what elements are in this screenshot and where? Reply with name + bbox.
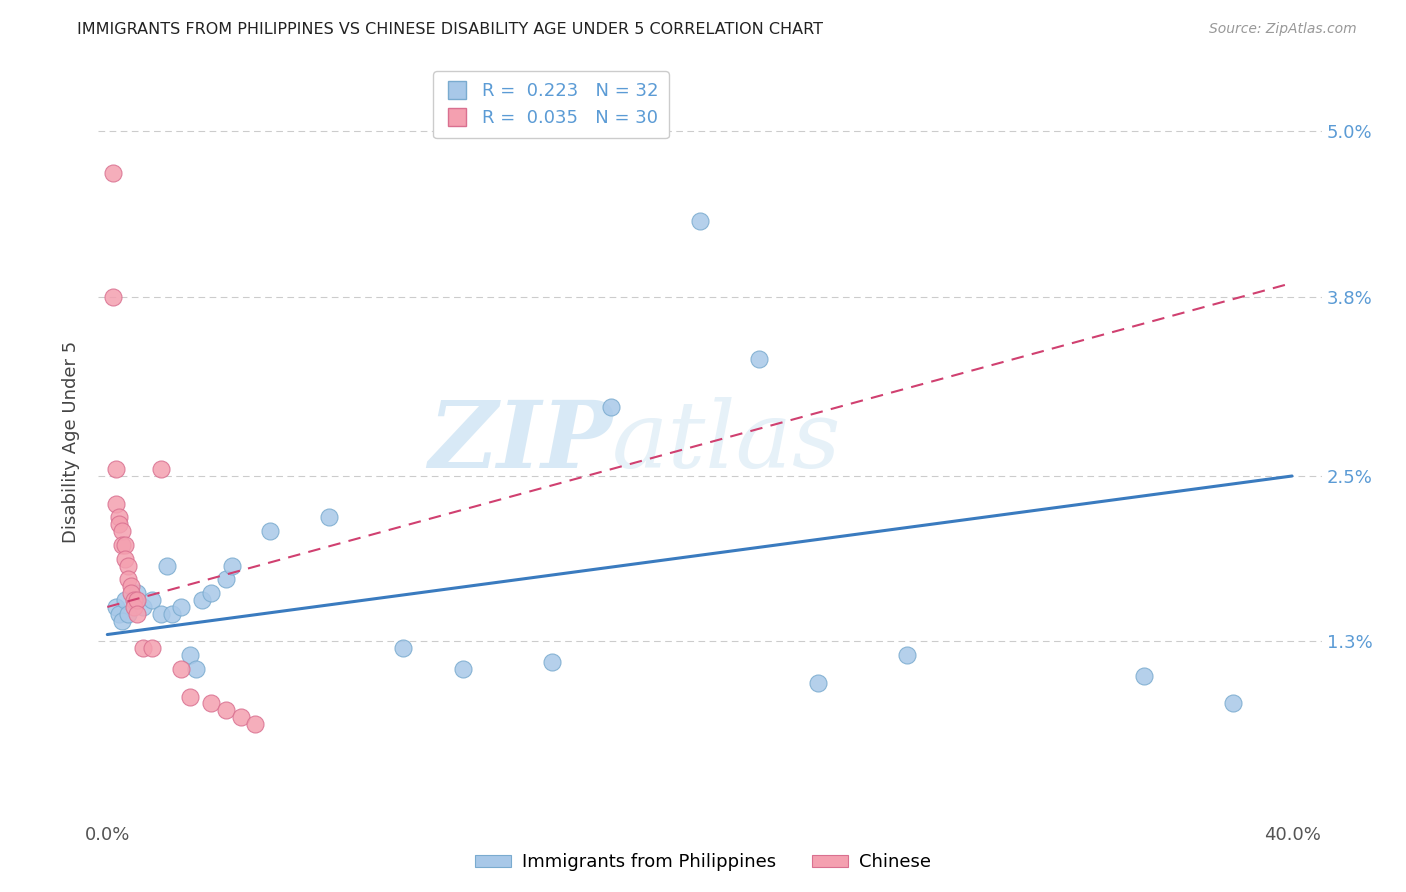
Point <box>170 662 193 676</box>
Legend: R =  0.223   N = 32, R =  0.035   N = 30: R = 0.223 N = 32, R = 0.035 N = 30 <box>433 71 669 138</box>
Point <box>125 586 148 600</box>
Point <box>111 538 134 552</box>
Point <box>111 524 134 538</box>
Point <box>132 641 155 656</box>
Point <box>141 593 163 607</box>
Point <box>105 462 128 476</box>
Point <box>200 586 222 600</box>
Point <box>191 593 214 607</box>
Point <box>114 538 136 552</box>
Point <box>105 599 128 614</box>
Point <box>117 607 139 621</box>
Point <box>318 510 340 524</box>
Point <box>245 717 267 731</box>
Point <box>111 614 134 628</box>
Point <box>215 573 238 587</box>
Point <box>155 558 177 573</box>
Point <box>807 675 830 690</box>
Point <box>125 607 148 621</box>
Point <box>114 551 136 566</box>
Point <box>451 662 474 676</box>
Point <box>221 558 243 573</box>
Point <box>108 510 131 524</box>
Point <box>149 607 172 621</box>
Point <box>117 558 139 573</box>
Point <box>229 710 252 724</box>
Point <box>103 166 125 180</box>
Point <box>689 214 711 228</box>
Point <box>117 573 139 587</box>
Point <box>122 599 145 614</box>
Text: Source: ZipAtlas.com: Source: ZipAtlas.com <box>1209 22 1357 37</box>
Point <box>105 497 128 511</box>
Point <box>125 593 148 607</box>
Point <box>186 662 208 676</box>
Legend: Immigrants from Philippines, Chinese: Immigrants from Philippines, Chinese <box>468 847 938 879</box>
Point <box>215 703 238 717</box>
Point <box>170 599 193 614</box>
Text: IMMIGRANTS FROM PHILIPPINES VS CHINESE DISABILITY AGE UNDER 5 CORRELATION CHART: IMMIGRANTS FROM PHILIPPINES VS CHINESE D… <box>77 22 824 37</box>
Point <box>132 599 155 614</box>
Point <box>540 655 562 669</box>
Point <box>141 641 163 656</box>
Text: ZIP: ZIP <box>427 397 612 486</box>
Point <box>179 648 201 663</box>
Point <box>149 462 172 476</box>
Point <box>120 586 142 600</box>
Point <box>599 400 621 414</box>
Point <box>896 648 918 663</box>
Point <box>108 607 131 621</box>
Point <box>114 593 136 607</box>
Point <box>122 593 145 607</box>
Point <box>120 579 142 593</box>
Point <box>748 351 770 366</box>
Y-axis label: Disability Age Under 5: Disability Age Under 5 <box>62 341 80 542</box>
Point <box>392 641 415 656</box>
Point <box>200 697 222 711</box>
Text: atlas: atlas <box>612 397 842 486</box>
Point <box>1133 669 1156 683</box>
Point <box>108 517 131 532</box>
Point <box>179 690 201 704</box>
Point <box>103 290 125 304</box>
Point <box>162 607 184 621</box>
Point <box>259 524 281 538</box>
Point <box>1222 697 1244 711</box>
